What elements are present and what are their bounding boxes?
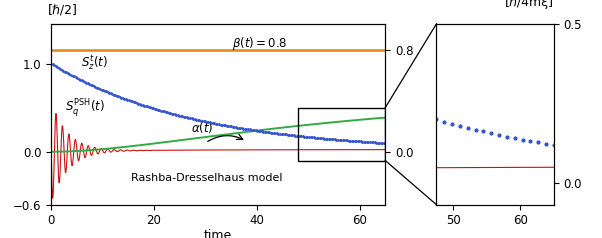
X-axis label: time: time [204, 229, 232, 238]
Text: Rashba-Dresselhaus model: Rashba-Dresselhaus model [131, 173, 283, 183]
Text: $\beta(t){=}0.8$: $\beta(t){=}0.8$ [232, 35, 287, 52]
Text: $S_q^{\mathrm{PSH}}(t)$: $S_q^{\mathrm{PSH}}(t)$ [64, 97, 104, 119]
Text: $\alpha(t)$: $\alpha(t)$ [191, 120, 214, 135]
Text: $S_z^t(t)$: $S_z^t(t)$ [81, 54, 108, 73]
Bar [298, 108, 385, 161]
Text: [ℏ/2]: [ℏ/2] [48, 4, 78, 17]
Text: [ℏ/4mξ]: [ℏ/4mξ] [505, 0, 554, 9]
